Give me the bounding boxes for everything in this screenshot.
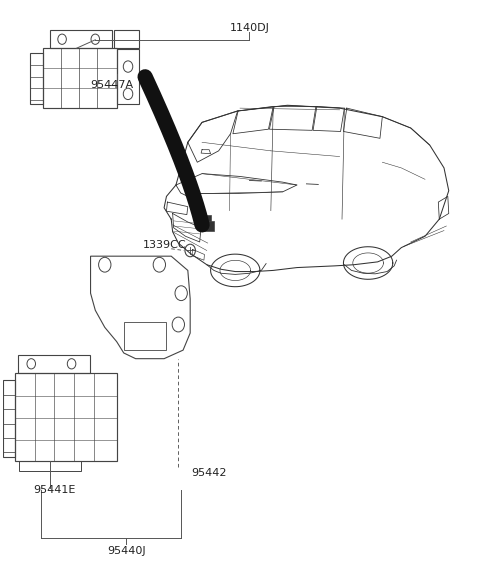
Text: 1339CC: 1339CC: [143, 240, 186, 250]
Bar: [114, 29, 139, 48]
Bar: [201, 215, 211, 225]
Bar: [30, 53, 43, 104]
Text: 95440J: 95440J: [107, 546, 145, 555]
Bar: [124, 321, 167, 350]
Bar: [18, 355, 90, 373]
Text: 95441E: 95441E: [34, 485, 76, 494]
Bar: [19, 461, 81, 472]
Text: 95442: 95442: [192, 467, 227, 478]
Text: 95447A: 95447A: [91, 81, 133, 90]
Bar: [117, 49, 139, 104]
Bar: [204, 221, 215, 231]
Bar: [14, 373, 117, 461]
Bar: [3, 380, 14, 457]
Text: 1140DJ: 1140DJ: [229, 24, 269, 33]
Bar: [43, 48, 117, 108]
Bar: [50, 29, 112, 48]
